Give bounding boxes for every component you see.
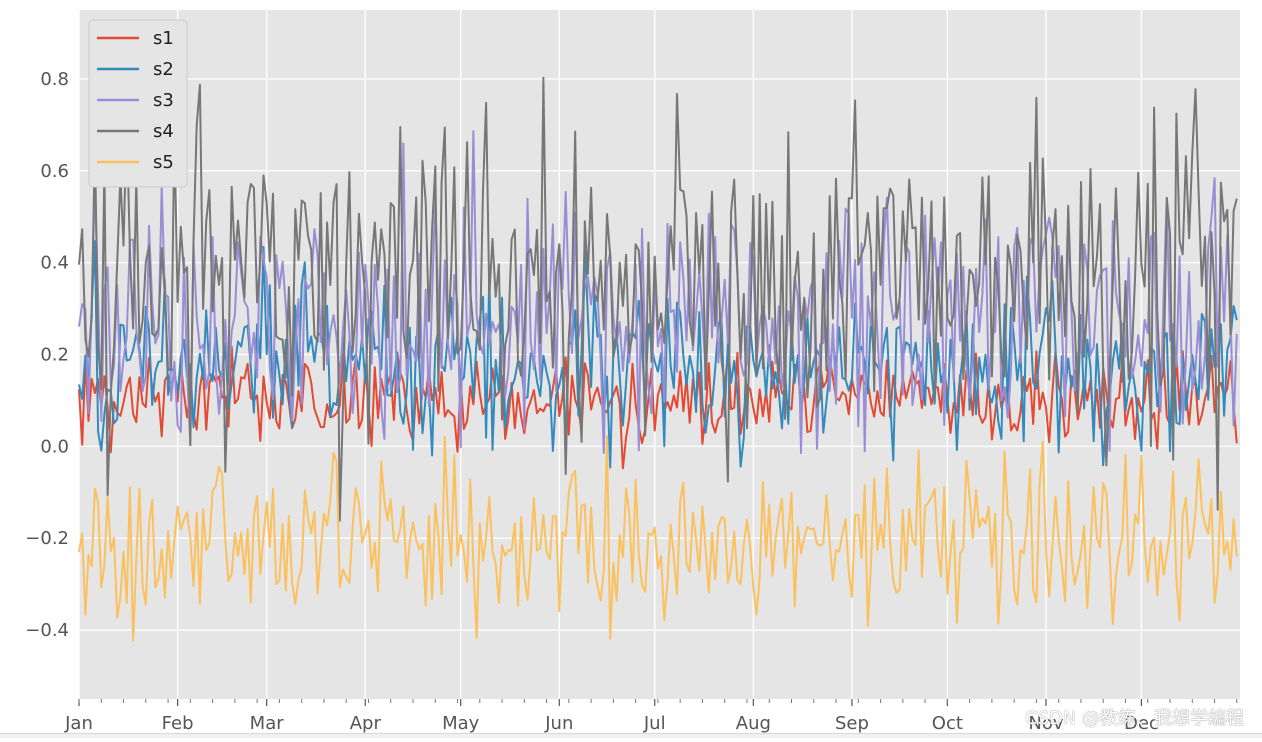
bottom-edge: [0, 733, 1262, 738]
x-tick-label: Aug: [736, 713, 771, 734]
y-tick-label: −0.2: [25, 528, 69, 549]
x-tick-label: Jan: [64, 713, 93, 734]
y-tick-label: 0.8: [40, 69, 69, 90]
legend: s1 s2 s3 s4 s5: [88, 19, 188, 188]
y-tick-label: 0.2: [40, 345, 69, 366]
y-tick-label: 0.4: [40, 253, 69, 274]
x-tick-label: May: [442, 713, 480, 734]
series-line-s2: [78, 239, 1238, 469]
legend-box: [88, 19, 188, 188]
axes: −0.4 −0.2 0.0 0.2 0.4 0.6 0.8 Jan Feb Mar Apr May Ju…: [25, 69, 1238, 734]
series-line-s4: [78, 76, 1238, 522]
x-tick-label: Jun: [544, 713, 573, 734]
legend-label-s3: s3: [153, 90, 174, 111]
x-tick-label: Feb: [162, 713, 194, 734]
x-tick-label: Jul: [643, 713, 666, 734]
x-tick-label: Sep: [835, 713, 869, 734]
y-tick-label: 0.6: [40, 161, 69, 182]
legend-label-s5: s5: [153, 152, 174, 173]
legend-label-s2: s2: [153, 59, 174, 80]
y-tick-label: 0.0: [40, 436, 69, 457]
x-tick-label: Nov: [1028, 713, 1063, 734]
x-tick-label: Dec: [1124, 713, 1159, 734]
series-line-s3: [78, 130, 1238, 455]
watermark-text: CSDN @教练、我想学编程: [1024, 708, 1244, 729]
x-tick-label: Mar: [250, 713, 285, 734]
legend-label-s1: s1: [153, 28, 174, 49]
x-tick-label: Oct: [932, 713, 963, 734]
series-line-s5: [78, 434, 1238, 642]
x-tick-label: Apr: [350, 713, 382, 734]
y-tick-label: −0.4: [25, 620, 69, 641]
series-lines: [78, 76, 1238, 642]
legend-label-s4: s4: [153, 121, 174, 142]
